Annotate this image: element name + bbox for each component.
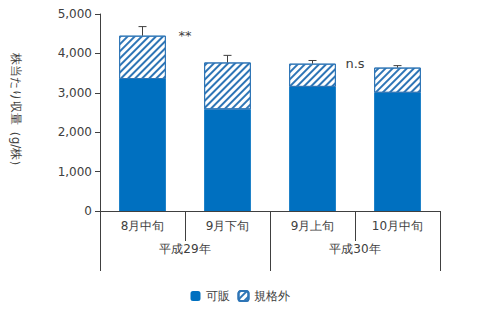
svg-text:株当たり収量（g/株）: 株当たり収量（g/株） [9, 52, 23, 173]
svg-text:9月上旬: 9月上旬 [291, 219, 335, 233]
svg-text:規格外: 規格外 [254, 289, 290, 303]
svg-text:9月下旬: 9月下旬 [206, 219, 250, 233]
svg-text:4,000: 4,000 [58, 46, 92, 60]
svg-text:平成30年: 平成30年 [329, 242, 380, 256]
svg-text:平成29年: 平成29年 [159, 242, 210, 256]
svg-text:n.s: n.s [345, 56, 364, 71]
svg-text:5,000: 5,000 [58, 7, 92, 21]
svg-text:2,000: 2,000 [58, 125, 92, 139]
svg-text:**: ** [179, 28, 193, 43]
svg-text:10月中旬: 10月中旬 [372, 219, 423, 233]
svg-text:0: 0 [84, 204, 92, 218]
svg-text:8月中旬: 8月中旬 [121, 219, 165, 233]
svg-text:3,000: 3,000 [58, 86, 92, 100]
svg-text:可販: 可販 [206, 289, 230, 303]
svg-text:1,000: 1,000 [58, 165, 92, 179]
